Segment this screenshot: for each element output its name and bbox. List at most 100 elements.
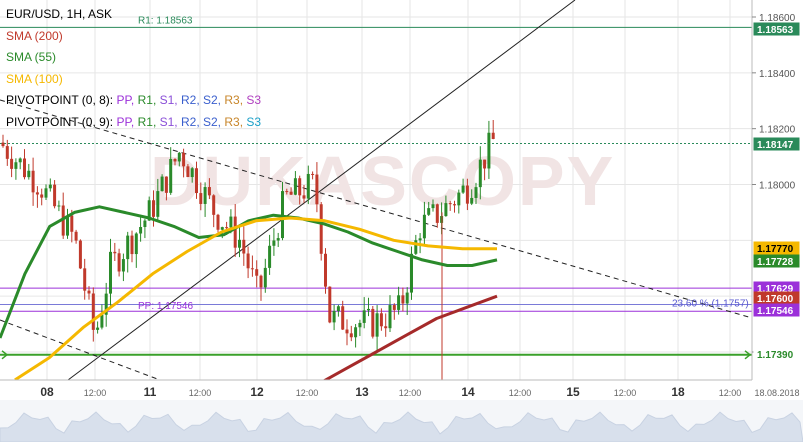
sma55-line (0, 205, 498, 339)
pivot-legend-row[interactable]: PIVOTPOINT (0, 8): PP, R1, S1, R2, S2, R… (6, 90, 261, 112)
candle-body (250, 268, 254, 270)
candle-body (61, 205, 65, 236)
pivot-item: S3 (246, 93, 262, 107)
candle-body (14, 162, 18, 169)
candle-body (91, 293, 95, 330)
y-tick-label: 1.18000 (759, 181, 796, 192)
pivot-prefix: PIVOTPOINT (0, 9): (6, 114, 117, 129)
watermark-text: DUKASCOPY (150, 142, 615, 220)
price-badge-text: 1.17728 (757, 257, 794, 268)
x-day-label: 14 (461, 385, 475, 399)
candle-body (160, 176, 164, 192)
y-tick-label: 1.18400 (759, 69, 796, 80)
pp-label: PP: 1.17546 (138, 301, 193, 312)
x-day-label: 12 (250, 385, 264, 399)
fib-label: 23.60 % (1.1757) (672, 299, 749, 310)
x-hour-label: 12:00 (84, 388, 107, 398)
candle-body (367, 308, 370, 311)
candle-body (143, 220, 147, 228)
candle-body (216, 214, 220, 230)
candle-body (263, 267, 267, 288)
candle-body (453, 204, 456, 206)
candle-body (311, 173, 315, 175)
candle-body (298, 178, 302, 196)
candle-body (186, 166, 190, 178)
indicator-label[interactable]: SMA (100) (6, 71, 63, 86)
legend: EUR/USD, 1H, ASK SMA (200) SMA (55) SMA (1… (6, 4, 261, 133)
candle-body (44, 188, 48, 198)
candle-body (78, 240, 82, 269)
candle-body (465, 185, 469, 204)
candle-body (293, 178, 297, 195)
price-badge: 1.17629 (753, 281, 800, 295)
indicator-label[interactable]: SMA (55) (6, 50, 57, 64)
pivot-item: S2, (203, 114, 225, 129)
price-badge-text: 1.18147 (757, 140, 794, 151)
y-axis-bg (752, 0, 803, 380)
candles (1, 119, 495, 380)
candle-body (225, 227, 229, 229)
candle-body (371, 308, 375, 337)
candle-body (74, 231, 78, 241)
candle-body (18, 158, 22, 163)
candle-body (414, 240, 418, 254)
pivot-item: S1, (159, 114, 181, 129)
candle-body (212, 195, 216, 215)
candle-body (190, 168, 194, 178)
x-day-label: 13 (355, 385, 369, 399)
x-day-label: 11 (144, 385, 157, 399)
candle-body (229, 216, 233, 228)
candle-body (362, 310, 366, 323)
indicator-label[interactable]: SMA (200) (6, 28, 63, 43)
candle-body (57, 205, 61, 207)
candle-body (238, 239, 241, 248)
candle-body (392, 305, 396, 310)
candle-body (27, 170, 31, 178)
candle-body (345, 329, 349, 334)
candle-body (379, 313, 383, 327)
x-hour-label: 12:00 (189, 388, 212, 398)
candle-body (31, 170, 35, 193)
navigator-area (0, 411, 803, 443)
candle-body (435, 204, 439, 223)
pivot-item: R2, (180, 114, 203, 129)
x-hour-label: 12:00 (296, 388, 319, 398)
price-badge-text: 1.17770 (757, 244, 794, 255)
r1-label: R1: 1.18563 (138, 15, 193, 26)
candle-body (83, 268, 87, 291)
price-badge-text: 1.18563 (757, 25, 794, 36)
price-badge-text: 1.17629 (757, 284, 794, 295)
candle-body (319, 204, 323, 254)
pivot-item: R3, (224, 93, 247, 107)
candle-body (302, 195, 306, 199)
candle-body (448, 203, 452, 205)
sma100-line (14, 216, 497, 382)
price-badge: 1.17546 (753, 303, 800, 317)
price-badge-bg (753, 254, 800, 268)
candle-body (285, 191, 289, 193)
pivot-legend-row[interactable]: PIVOTPOINT (0, 9): PP, R1, S1, R2, S2, R… (6, 112, 261, 134)
candle-body (384, 326, 388, 329)
candle-body (487, 132, 491, 169)
candle-body (121, 259, 125, 272)
price-badge: 1.18563 (753, 22, 800, 36)
candle-body (164, 176, 168, 193)
trend-lines (0, 0, 753, 381)
candle-body (272, 240, 276, 246)
x-day-label: 15 (566, 385, 580, 399)
trendline-down-upper (0, 99, 753, 319)
candle-body (470, 197, 474, 204)
pivot-item: R1, (137, 93, 160, 107)
candle-body (104, 293, 108, 315)
candle-body (332, 310, 336, 323)
candle-body (375, 313, 379, 337)
candle-body (66, 215, 69, 236)
pivot-item: R2, (180, 93, 203, 107)
x-axis: 08 11 12 13 14 15 18 12:00 12:00 12:00 12:00 12:00 1… (0, 379, 803, 400)
price-badge: 1.18147 (753, 137, 800, 151)
candle-body (255, 269, 259, 276)
candle-body (341, 306, 345, 330)
grid (0, 0, 752, 380)
